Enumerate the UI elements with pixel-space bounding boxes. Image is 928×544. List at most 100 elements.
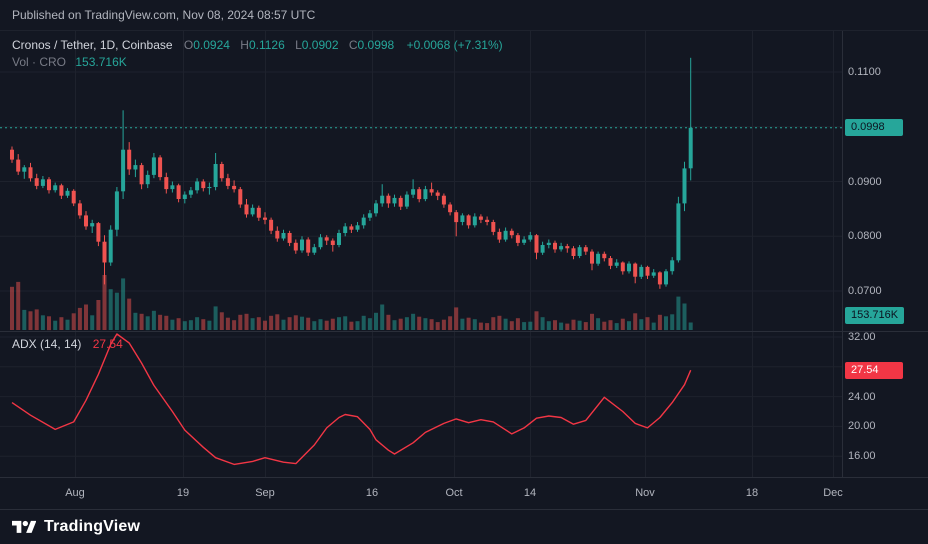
volume-bar xyxy=(139,313,144,330)
volume-bar xyxy=(386,314,391,330)
candle-body xyxy=(534,235,539,253)
candle-body xyxy=(682,168,687,204)
candle-body xyxy=(571,248,576,256)
candle-body xyxy=(577,247,582,256)
candle-body xyxy=(676,203,681,261)
candle-body xyxy=(145,174,150,185)
date-axis-label: 14 xyxy=(523,487,537,499)
volume-bar xyxy=(374,312,378,330)
volume-bar xyxy=(281,319,286,330)
candle-body xyxy=(417,189,422,200)
volume-bar xyxy=(22,309,27,330)
volume-bar xyxy=(491,317,496,330)
candle-body xyxy=(491,222,496,232)
candle-body xyxy=(670,260,675,272)
candle-body xyxy=(318,237,323,248)
volume-bar xyxy=(429,319,434,330)
adx-value-badge: 27.54 xyxy=(845,361,903,379)
volume-bar xyxy=(423,318,428,330)
candle-body xyxy=(602,253,607,259)
date-axis: Aug 19 Sep 16 Oct 14 Nov 18 Dec xyxy=(65,487,843,499)
volume-bar xyxy=(102,275,107,330)
candle-body xyxy=(176,185,181,199)
ohlc-low-label: L xyxy=(295,38,302,52)
candle-body xyxy=(540,245,545,253)
volume-bar xyxy=(522,322,527,330)
volume-bar xyxy=(639,319,644,330)
candle-body xyxy=(627,263,631,272)
volume-bar xyxy=(343,316,348,331)
volume-bar xyxy=(158,314,163,330)
candle-body xyxy=(343,226,348,233)
volume-bar xyxy=(435,322,440,330)
candles-layer xyxy=(10,57,693,289)
volume-bar xyxy=(337,317,341,330)
candle-body xyxy=(503,230,508,240)
candle-body xyxy=(398,197,403,207)
volume-bar xyxy=(485,323,490,330)
candle-body xyxy=(108,229,113,263)
volume-bar xyxy=(225,317,230,330)
candle-body xyxy=(90,223,95,227)
volume-bar xyxy=(59,317,64,330)
ohlc-low-value: 0.0902 xyxy=(301,38,339,52)
candle-body xyxy=(16,159,21,172)
volume-bar xyxy=(361,315,366,330)
candle-body xyxy=(657,272,662,285)
candle-body xyxy=(71,190,76,204)
price-change: +0.0068 (+7.31%) xyxy=(406,38,503,52)
candle-body xyxy=(349,226,354,230)
volume-bar xyxy=(565,323,570,330)
volume-bar xyxy=(53,320,58,330)
candle-body xyxy=(497,231,502,240)
candle-body xyxy=(608,258,613,266)
candle-body xyxy=(263,217,267,220)
volume-bar xyxy=(651,322,656,330)
tradingview-logo-link[interactable]: TradingView xyxy=(12,518,140,537)
last-volume-badge: 153.716K xyxy=(845,306,905,324)
candle-body xyxy=(53,185,58,191)
candle-body xyxy=(281,233,286,239)
date-axis-label: Oct xyxy=(445,487,463,499)
candle-body xyxy=(225,178,230,186)
volume-bar xyxy=(633,313,638,330)
volume-bar xyxy=(65,319,70,330)
candle-body xyxy=(367,213,372,218)
volume-layer xyxy=(10,275,693,331)
candle-body xyxy=(546,242,551,245)
candle-body xyxy=(448,204,453,213)
volume-bar xyxy=(602,321,607,330)
volume-bar xyxy=(540,317,545,330)
candle-body xyxy=(256,207,261,218)
volume-bar xyxy=(627,321,631,330)
volume-bar xyxy=(367,318,372,330)
volume-bar xyxy=(441,319,446,330)
candle-body xyxy=(404,194,409,207)
volume-bar xyxy=(620,318,625,330)
price-axis: 0.1100 0.0900 0.0800 0.0700 32.00 24.00 20.00 1… xyxy=(845,0,928,510)
candle-body xyxy=(300,239,304,251)
candle-body xyxy=(374,203,378,214)
candle-body xyxy=(213,164,218,187)
volume-bar xyxy=(133,312,138,330)
candle-body xyxy=(429,189,434,193)
volume-bar xyxy=(688,322,693,330)
adx-axis-label: 16.00 xyxy=(848,450,876,463)
candle-body xyxy=(201,181,206,189)
publish-bar: Published on TradingView.com, Nov 08, 20… xyxy=(0,0,928,30)
volume-bar xyxy=(213,306,218,330)
candle-body xyxy=(633,263,638,277)
candle-body xyxy=(583,247,588,252)
volume-bar xyxy=(312,321,317,330)
adx-current-value: 27.54 xyxy=(92,337,123,351)
candle-body xyxy=(472,216,477,226)
volume-bar xyxy=(287,317,292,330)
candle-body xyxy=(102,241,107,263)
candle-body xyxy=(324,237,329,241)
volume-bar xyxy=(515,318,520,330)
volume-bar xyxy=(571,319,576,330)
volume-bar xyxy=(47,316,51,331)
adx-axis-label: 32.00 xyxy=(848,331,876,343)
